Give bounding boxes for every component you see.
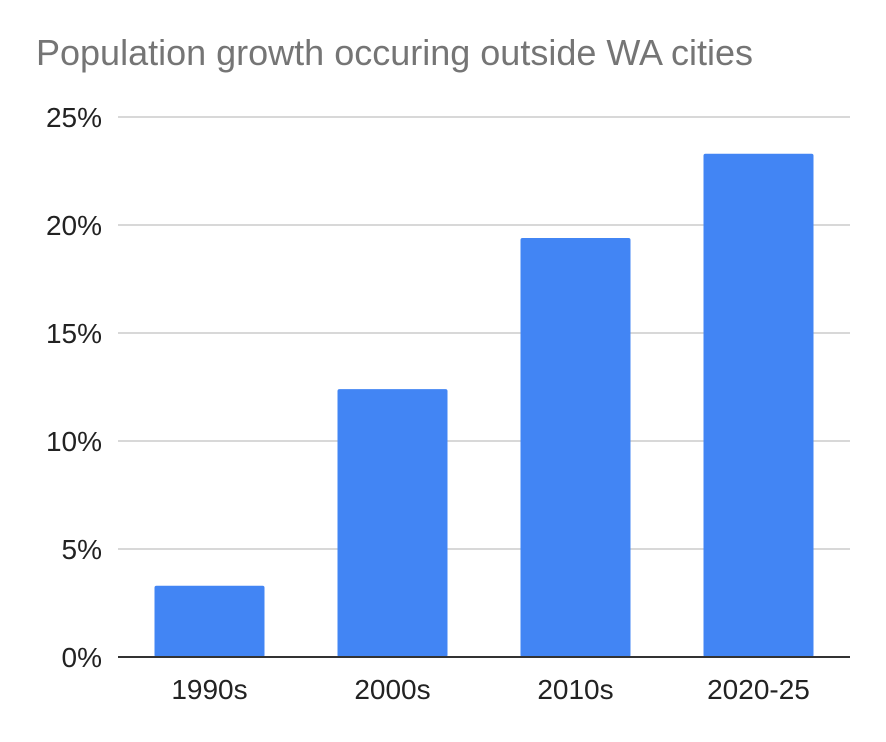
- x-tick-label: 2020-25: [707, 674, 810, 705]
- bars: [154, 153, 814, 657]
- bar-1990s: [154, 585, 265, 657]
- y-tick-label: 25%: [46, 102, 102, 133]
- bar-2010s: [520, 237, 631, 657]
- x-tick-label: 2000s: [354, 674, 430, 705]
- y-axis-tick-labels: 0% 5% 10% 15% 20% 25%: [46, 102, 102, 673]
- x-tick-label: 2010s: [537, 674, 613, 705]
- x-axis-tick-labels: 1990s 2000s 2010s 2020-25: [171, 674, 810, 705]
- y-tick-label: 0%: [62, 642, 102, 673]
- bar-2000s: [337, 389, 448, 657]
- y-tick-label: 10%: [46, 426, 102, 457]
- y-tick-label: 20%: [46, 210, 102, 241]
- bar-2020-25: [703, 153, 814, 657]
- chart-title: Population growth occuring outside WA ci…: [36, 32, 754, 73]
- x-tick-label: 1990s: [171, 674, 247, 705]
- y-tick-label: 15%: [46, 318, 102, 349]
- y-tick-label: 5%: [62, 534, 102, 565]
